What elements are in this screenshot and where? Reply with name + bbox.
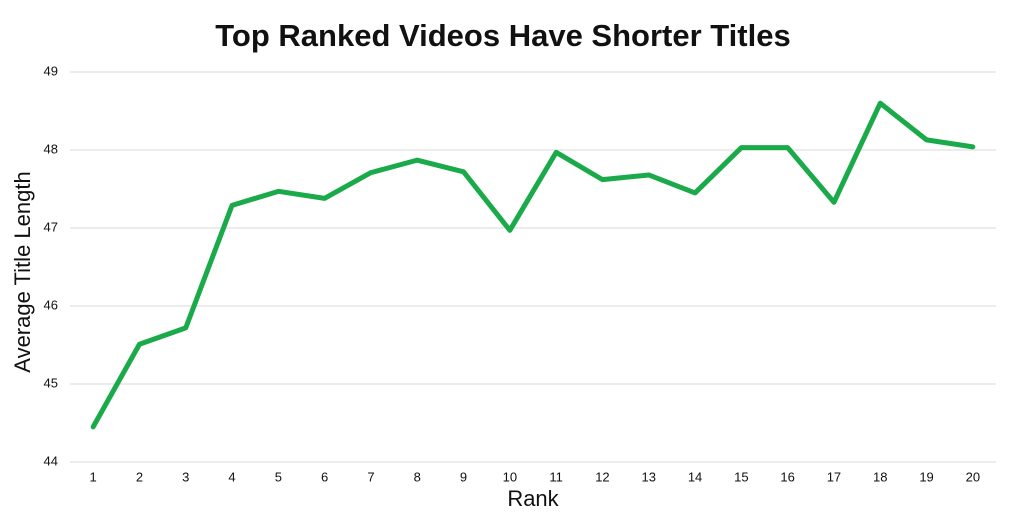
x-tick-label: 16 xyxy=(780,469,794,484)
x-tick-label: 7 xyxy=(367,469,374,484)
y-tick-label: 47 xyxy=(44,219,58,234)
y-tick-label: 45 xyxy=(44,375,58,390)
x-tick-label: 18 xyxy=(873,469,887,484)
y-axis-label: Average Title Length xyxy=(10,171,35,372)
x-axis-label: Rank xyxy=(507,486,559,511)
chart-title: Top Ranked Videos Have Shorter Titles xyxy=(215,18,790,53)
x-tick-label: 14 xyxy=(688,469,702,484)
y-tick-label: 48 xyxy=(44,141,58,156)
x-tick-label: 10 xyxy=(503,469,517,484)
data-line xyxy=(90,100,976,430)
x-tick-label: 8 xyxy=(414,469,421,484)
x-tick-label: 5 xyxy=(275,469,282,484)
x-tick-label: 11 xyxy=(549,469,563,484)
y-tick-label: 46 xyxy=(44,297,58,312)
x-tick-label: 9 xyxy=(460,469,467,484)
x-tick-label: 6 xyxy=(321,469,328,484)
x-tick-label: 17 xyxy=(827,469,841,484)
x-tick-label: 13 xyxy=(642,469,656,484)
y-tick-label: 44 xyxy=(44,453,58,468)
x-tick-label: 4 xyxy=(228,469,235,484)
x-tick-label: 2 xyxy=(136,469,143,484)
x-tick-label: 3 xyxy=(182,469,189,484)
x-tick-label: 19 xyxy=(919,469,933,484)
x-tick-label: 20 xyxy=(966,469,980,484)
y-tick-label: 49 xyxy=(44,63,58,78)
x-tick-label: 15 xyxy=(734,469,748,484)
x-tick-label: 1 xyxy=(90,469,97,484)
x-tick-label: 12 xyxy=(595,469,609,484)
